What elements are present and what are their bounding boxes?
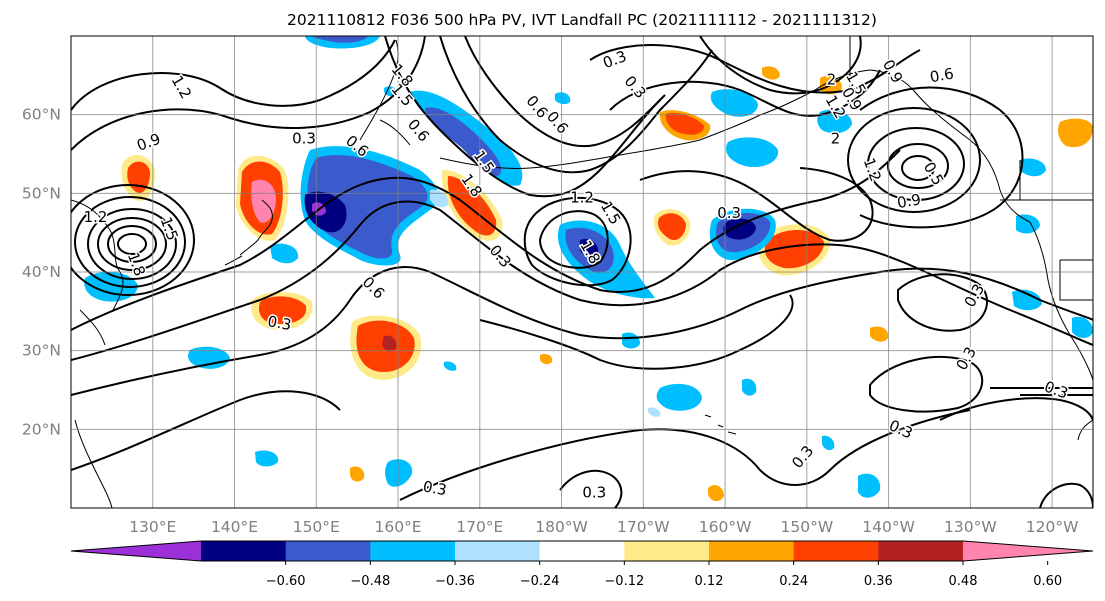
negative-anomaly-central-pacific [557,220,655,299]
positive-anomaly-central [350,315,422,380]
colorbar-tick-label: 0.48 [949,574,978,589]
contour-east-ridge [639,167,874,242]
coast-na-west [1029,221,1093,441]
colorbar-outline [70,540,1094,562]
colorbar-swatch [878,541,964,561]
contour-subtrop-3 [479,294,794,370]
west-low-rings [71,184,195,296]
lat-tick-label: 40°N [22,263,61,281]
graticule [71,36,1093,508]
contour-jet-3 [71,266,1093,396]
lon-tick-label: 170°W [617,518,670,536]
coast-border [849,36,1093,301]
lon-tick-label: 120°W [1026,518,1079,536]
colorbar-swatch [539,541,625,561]
contour-value-label: 0.3 [422,477,449,499]
map-frame [70,35,1094,509]
negative-anomaly-150e [300,146,439,266]
lon-tick-label: 140°E [211,518,258,536]
contour-north-1 [71,39,396,111]
colorbar-tick-label: −0.36 [435,574,475,589]
contour-jet-1 [71,149,901,331]
colorbar-swatch [201,541,287,561]
colorbar-swatch [455,541,541,561]
contour-north-3 [384,36,661,198]
positive-anomaly-180 [441,169,503,241]
contour-alaska-outer [859,86,1024,229]
colorbar-tick-label: 0.24 [779,574,808,589]
map-title: 2021110812 F036 500 hPa PV, IVT Landfall… [287,11,877,29]
coast-asia [71,199,124,508]
colorbar-extend-max [963,541,1093,561]
map-plot-area: 1.20.9 0.3 0.61.81.50.30.30.60.61.51.8 1.21… [71,36,1093,508]
lat-tick-label: 60°N [22,106,61,124]
contour-se-corner [1039,482,1093,508]
lon-tick-label: 180°W [535,518,588,536]
lat-tick-label: 30°N [22,342,61,360]
contour-value-label: 2 [827,70,837,88]
coastlines [71,36,1093,508]
colorbar-tick-label: 0.12 [695,574,724,589]
lon-tick-label: 130°E [129,518,176,536]
longitude-axis: 130°E 140°E 150°E 160°E 170°E 180°W 170°W 160°W… [129,518,1078,536]
coast-aleutians [439,89,816,169]
positive-anomaly-30n [251,292,313,330]
pv-contours [71,36,1093,508]
colorbar-swatch [285,541,371,561]
contour-value-label: 0.3 [582,483,606,501]
colorbar-tick-label: −0.60 [266,574,306,589]
lon-tick-label: 150°W [781,518,834,536]
contour-east-pacific-2 [869,355,984,413]
latitude-axis: 20°N 30°N 40°N 50°N 60°N [22,106,61,439]
colorbar-swatch [793,541,879,561]
gulf-of-alaska-rings [847,107,981,213]
colorbar-swatch [370,541,456,561]
contour-east-pacific-1 [897,273,989,332]
lon-tick-label: 130°W [944,518,997,536]
lat-tick-label: 20°N [22,420,61,438]
contour-value-label: 0.3 [717,204,741,222]
colorbar-extend-min [71,541,201,561]
coast-alaska [814,69,1031,223]
contour-hump [559,469,623,508]
contour-north-5 [464,36,666,148]
colorbar-tick-label: −0.24 [520,574,560,589]
contour-value-label: 0.3 [292,129,316,147]
contour-value-label: 2 [831,129,841,147]
colorbar-tick-label: 0.36 [864,574,893,589]
positive-anomaly-small [350,66,1093,502]
positive-anomaly-east [758,224,831,276]
coast-hawaii [704,414,737,435]
contour-loop-180b [523,196,632,287]
lon-tick-label: 160°E [374,518,421,536]
contour-upper-east-2 [609,69,881,117]
contour-subtrop-1 [399,409,971,501]
pv-anomaly-shading [84,36,1093,502]
contour-loop-180 [538,210,609,269]
colorbar-tick-label: −0.48 [350,574,390,589]
contour-north-4 [439,36,713,174]
contour-upper-east-3 [699,36,862,95]
lon-tick-label: 150°E [293,518,340,536]
contour-value-label: 1.2 [570,188,594,206]
colorbar-tick-label: −0.12 [604,574,644,589]
colorbar-swatch [624,541,710,561]
negative-anomaly-east [709,208,776,261]
lat-tick-label: 50°N [22,184,61,202]
lon-tick-label: 140°W [862,518,915,536]
positive-anomaly-north [659,110,711,141]
lon-tick-label: 170°E [456,518,503,536]
lon-tick-label: 160°W [699,518,752,536]
contour-value-label: 1.2 [84,208,108,226]
colorbar-swatch [709,541,795,561]
colorbar-tick-label: 0.60 [1033,574,1062,589]
contour-north-2 [71,36,426,151]
colorbar: −0.60 −0.48 −0.36 −0.24 −0.12 0.12 0.24 0.36 0.4… [70,540,1094,589]
